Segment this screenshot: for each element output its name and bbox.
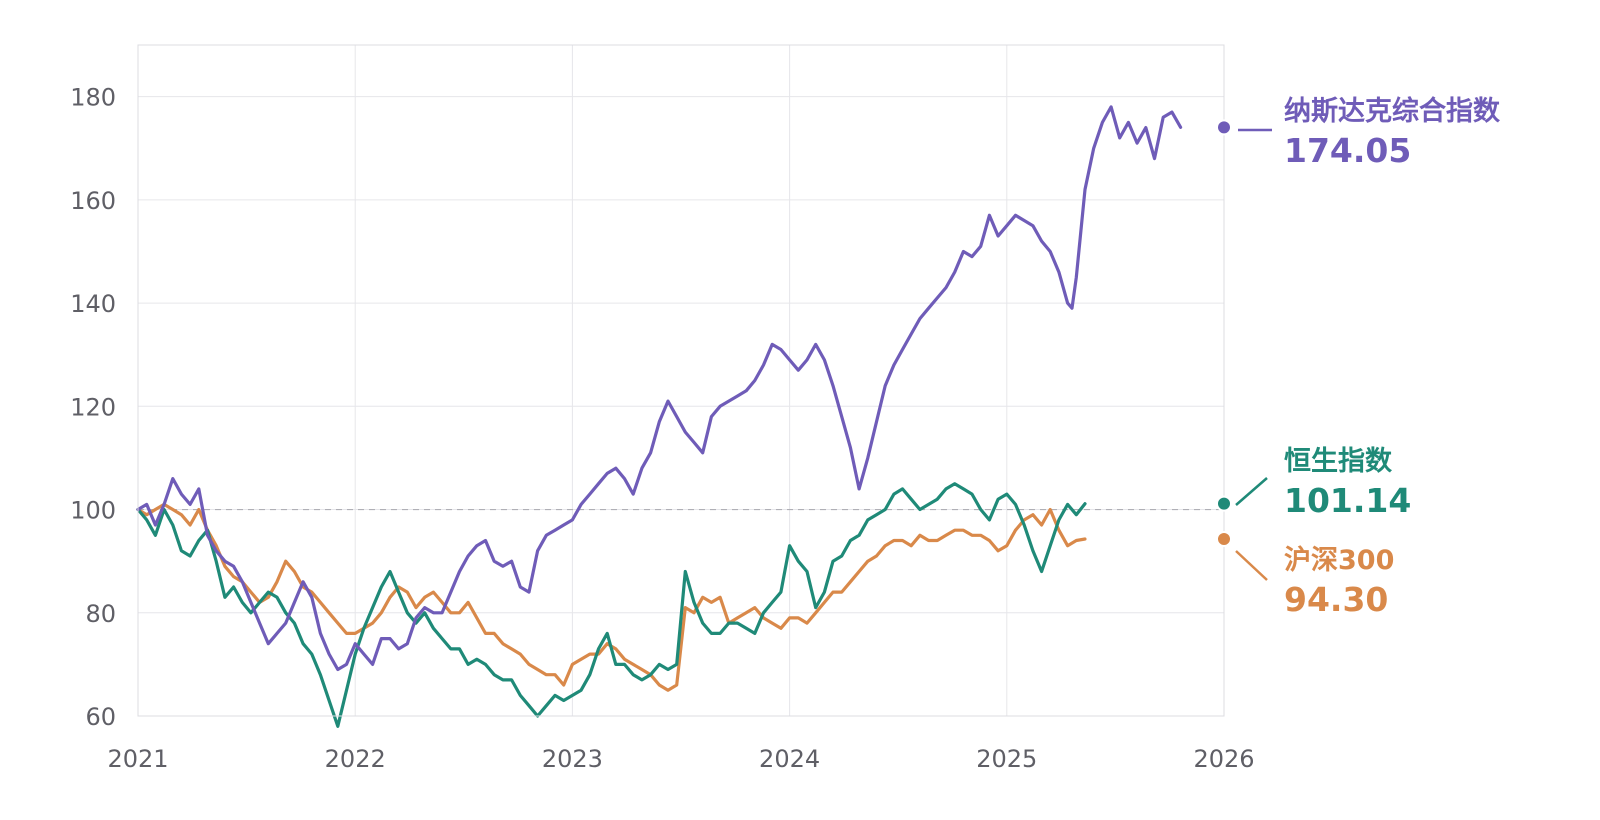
series-line [136,502,1087,692]
y-tick-label: 160 [70,187,116,215]
series-line [136,105,1183,672]
series-end-dot [1216,119,1232,136]
series-label-leader [1235,550,1268,581]
x-tick-label: 2025 [976,745,1037,773]
x-tick-label: 2023 [542,745,603,773]
y-tick-label: 60 [85,703,116,731]
series-lines [136,105,1183,728]
series-name-label: 沪深300 [1284,545,1394,576]
series-end-dot [1216,495,1232,512]
y-tick-label: 80 [85,600,116,628]
x-tick-label: 2022 [325,745,386,773]
series-name-label: 纳斯达克综合指数 [1284,95,1501,127]
series-line [136,482,1087,728]
y-axis-labels: 60 80 100 120 140 160 180 [70,84,116,731]
y-tick-label: 140 [70,290,116,318]
x-axis-labels: 2021 2022 2023 2024 2025 2026 [107,745,1254,773]
series-end-value: 174.05 [1284,131,1411,170]
series-label-leader [1235,477,1268,506]
series-name-label: 恒生指数 [1284,446,1393,477]
series-end-labels: 纳斯达克综合指数 174.05 恒生指数 101.14 沪深300 94.30 [1216,95,1501,619]
y-tick-label: 100 [70,497,116,525]
x-tick-label: 2021 [107,745,168,773]
x-tick-label: 2024 [759,745,820,773]
series-end-value: 94.30 [1284,580,1388,619]
x-tick-label: 2026 [1193,745,1254,773]
series-end-dot [1216,530,1232,547]
series-end-value: 101.14 [1284,481,1411,520]
plot-frame [137,44,1225,717]
y-tick-label: 120 [70,393,116,421]
y-tick-label: 180 [70,84,116,112]
